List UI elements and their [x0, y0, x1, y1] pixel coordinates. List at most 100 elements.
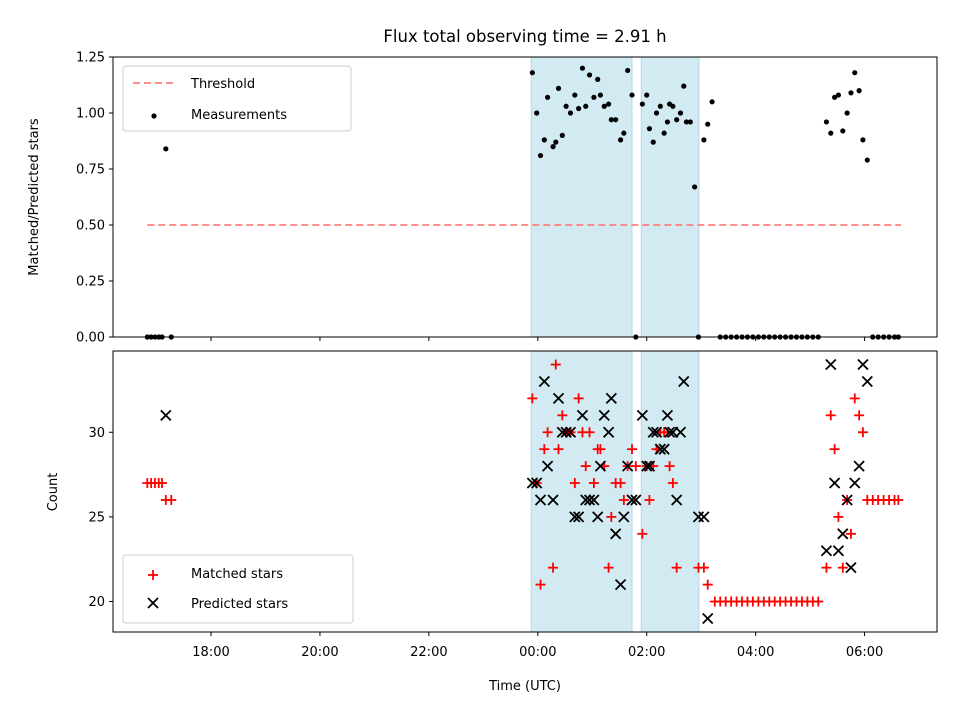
measurement-point — [823, 119, 830, 125]
predicted-point — [605, 392, 617, 405]
legend-measurements-swatch — [151, 113, 157, 119]
matched-point — [833, 511, 844, 522]
measurement-point — [163, 146, 169, 152]
measurement-point — [687, 119, 693, 125]
matched-point — [527, 393, 538, 404]
predicted-point — [643, 460, 656, 472]
bottom-ytick-label: 25 — [88, 510, 105, 525]
measurement-point — [625, 67, 631, 74]
top-observing-window — [530, 56, 633, 338]
top-ytick-label: 1.25 — [76, 51, 105, 66]
measurement-point — [650, 139, 656, 145]
predicted-point — [564, 426, 577, 438]
predicted-point — [538, 375, 550, 388]
top-ytick-label: 0.50 — [76, 219, 105, 234]
measurement-point — [860, 137, 866, 143]
matched-point — [569, 478, 580, 489]
predicted-point — [576, 409, 589, 421]
matched-point — [548, 562, 559, 573]
measurement-point — [852, 70, 858, 76]
top-axes-frame — [112, 56, 938, 338]
matched-point — [573, 393, 584, 404]
predicted-point — [560, 426, 572, 438]
bottom-xtick-label: 22:00 — [410, 645, 447, 660]
matched-point — [637, 528, 648, 539]
predicted-point — [610, 528, 622, 540]
predicted-point — [857, 358, 869, 371]
matched-point — [618, 494, 629, 505]
predicted-point — [580, 494, 592, 506]
measurement-point — [657, 103, 663, 109]
matched-point — [157, 478, 168, 489]
measurement-point — [586, 72, 593, 78]
measurement-point — [563, 103, 569, 109]
measurement-point — [559, 132, 565, 138]
matched-point — [557, 410, 568, 421]
matched-point — [550, 359, 561, 370]
matched-point — [539, 444, 550, 455]
measurement-point — [529, 70, 535, 76]
matched-point — [702, 579, 713, 590]
matched-point — [535, 579, 546, 590]
measurement-point — [701, 137, 707, 143]
measurement-point — [534, 110, 540, 116]
measurement-point — [646, 126, 653, 132]
matched-point — [542, 427, 553, 438]
matched-point — [664, 461, 675, 472]
bottom-observing-window — [530, 350, 633, 633]
predicted-point — [647, 426, 659, 438]
bottom-xtick-label: 00:00 — [519, 645, 556, 660]
predicted-point — [671, 494, 683, 506]
measurement-point — [681, 83, 687, 89]
predicted-point — [541, 460, 554, 472]
top-ytick-label: 0.75 — [76, 163, 105, 178]
matched-point — [606, 511, 617, 522]
measurement-point — [832, 94, 838, 100]
predicted-point — [661, 409, 674, 421]
matched-point — [588, 478, 599, 489]
predicted-point — [614, 578, 627, 591]
measurement-point — [621, 130, 627, 136]
top-panel: 0.00 0.25 0.50 0.75 1.00 1.25 Matched/Predict… — [27, 51, 938, 346]
legend-predicted-label: Predicted stars — [191, 597, 288, 612]
predicted-point — [845, 562, 857, 574]
measurement-point — [601, 103, 607, 109]
measurement-point — [583, 103, 589, 109]
legend-measurements-label: Measurements — [191, 108, 287, 123]
legend-matched-swatch — [148, 570, 158, 580]
measurement-point — [576, 105, 582, 112]
matched-point — [580, 461, 591, 472]
predicted-point — [630, 494, 642, 506]
predicted-point — [588, 494, 600, 506]
measurement-point — [692, 184, 698, 190]
measurement-point — [553, 139, 559, 145]
bottom-observing-window — [640, 350, 700, 633]
measurement-point — [545, 94, 551, 100]
predicted-point — [853, 460, 865, 472]
predicted-point — [626, 494, 638, 506]
matched-point — [671, 562, 682, 573]
predicted-point — [678, 375, 690, 388]
bottom-xtick-label: 06:00 — [846, 645, 883, 660]
measurement-point — [605, 101, 612, 107]
bottom-ylabel: Count — [46, 473, 61, 512]
measurement-point — [617, 137, 624, 143]
bottom-ytick-label: 20 — [88, 595, 105, 610]
predicted-point — [552, 392, 565, 405]
matched-point — [813, 596, 824, 607]
matched-point — [627, 444, 638, 455]
matched-point — [698, 562, 709, 573]
bottom-xlabel: Time (UTC) — [488, 679, 561, 694]
chart-title: Flux total observing time = 2.91 h — [383, 27, 666, 46]
predicted-point — [702, 612, 714, 625]
predicted-point — [654, 443, 666, 455]
predicted-point — [534, 494, 547, 506]
measurement-point — [639, 101, 645, 107]
predicted-point — [573, 511, 585, 523]
predicted-point — [598, 409, 610, 421]
predicted-point — [641, 460, 653, 472]
predicted-point — [622, 460, 634, 472]
top-ylabel: Matched/Predicted stars — [27, 118, 42, 276]
predicted-point — [825, 358, 837, 371]
legend-predicted-swatch — [147, 597, 159, 609]
